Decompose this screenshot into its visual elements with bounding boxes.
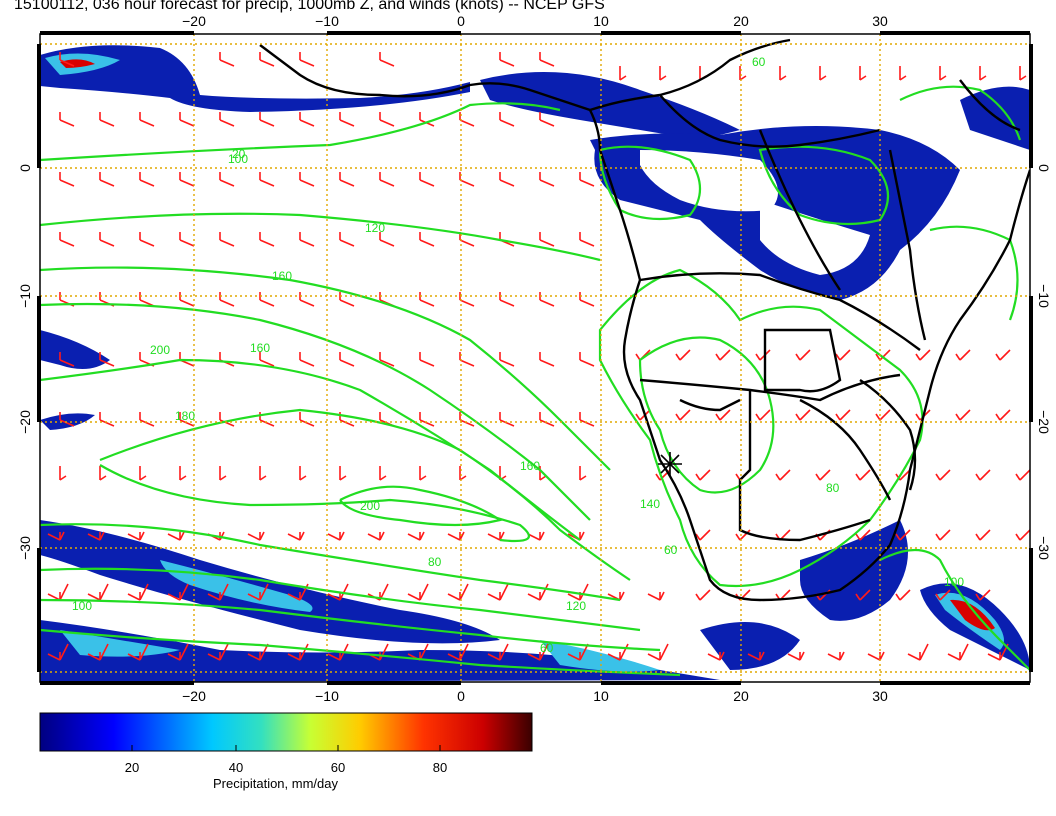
lon-tick-bottom: 0 [457,688,465,704]
lon-tick-top: 10 [593,13,609,29]
contour-label: 160 [520,459,540,473]
lat-tick-left: −10 [17,284,33,308]
contour-labels: 60 100 120 160 180 200 80 140 160 200 20… [72,55,964,655]
wind-barbs [47,52,1030,661]
contour-label: 100 [72,599,92,613]
contour-label: 100 [944,575,964,589]
lat-tick-left: −20 [17,410,33,434]
lat-tick-right: −20 [1036,410,1052,434]
contour-label: 60 [664,543,678,557]
contour-label: 160 [250,341,270,355]
lon-tick-bottom: 10 [593,688,609,704]
lon-tick-top: 20 [733,13,749,29]
colorbar-tick: 40 [228,760,244,775]
lon-tick-top: −20 [182,13,206,29]
location-marker-icon [658,452,682,476]
contour-label: 200 [150,343,170,357]
precip-colorbar [39,712,533,752]
lat-tick-left: 0 [17,164,33,172]
contour-label: 120 [365,221,385,235]
colorbar-tick: 20 [124,760,140,775]
lon-tick-top: −10 [315,13,339,29]
lon-tick-top: 0 [457,13,465,29]
contour-label: 20 [232,147,246,161]
contour-label: 80 [428,555,442,569]
contour-label: 100 [228,152,248,166]
precip-areas [40,45,1030,682]
lon-tick-labels: −20 −10 0 10 20 30 −20 −10 0 10 20 30 [182,13,888,704]
colorbar-label: Precipitation, mm/day [213,776,338,791]
lat-tick-right: −30 [1036,536,1052,560]
height-contours [40,85,1030,677]
lon-tick-bottom: 20 [733,688,749,704]
colorbar-tick: 60 [330,760,346,775]
lat-tick-left: −30 [17,536,33,560]
land-outlines [259,38,1030,602]
lat-tick-right: 0 [1036,164,1052,172]
contour-label: 200 [360,499,380,513]
contour-label: 60 [540,641,554,655]
chart-title: 15100112, 036 hour forecast for precip, … [14,0,605,13]
contour-label: 180 [175,409,195,423]
contour-label: 60 [752,55,766,69]
lon-tick-bottom: 30 [872,688,888,704]
lon-tick-top: 30 [872,13,888,29]
contour-label: 160 [272,269,292,283]
colorbar-tick: 80 [432,760,448,775]
lat-tick-right: −10 [1036,284,1052,308]
lat-tick-labels: 0 −10 −20 −30 0 −10 −20 −30 [17,164,1052,560]
contour-label: 120 [566,599,586,613]
lon-tick-bottom: −20 [182,688,206,704]
lat-lon-grid [40,34,1030,682]
axis-bars [37,31,1033,685]
contour-label: 140 [640,497,660,511]
contour-label: 80 [826,481,840,495]
colorbar-gradient [39,712,533,752]
lon-tick-bottom: −10 [315,688,339,704]
